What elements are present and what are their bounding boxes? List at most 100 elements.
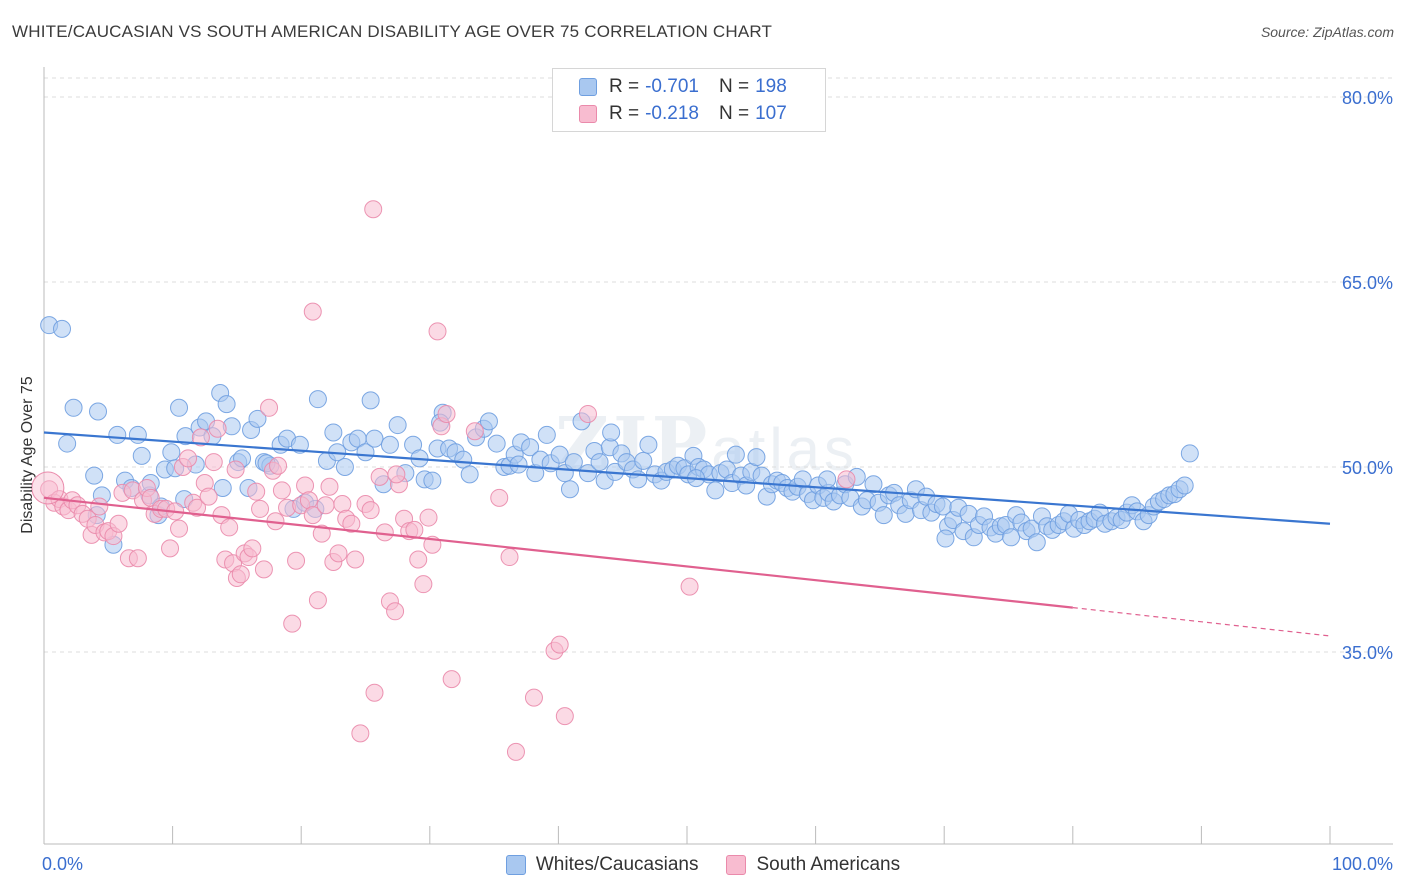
whites-point [590,453,609,472]
south-americans-point [188,498,207,517]
whites-point [460,465,479,484]
south-americans-point [346,550,365,569]
legend-r-value-south-americans: -0.218 [645,103,699,124]
whites-point [388,416,407,435]
south-americans-point [316,496,335,515]
whites-point [324,423,343,442]
south-americans-point [365,683,384,702]
south-americans-point [247,482,266,501]
whites-point [874,506,893,525]
whites-point [89,402,108,421]
south-americans-point [208,419,227,438]
whites-point [479,412,498,431]
south-americans-point [170,519,189,538]
south-americans-point [283,614,302,633]
south-americans-point [524,688,543,707]
whites-point [454,450,473,469]
y-tick-label-50: 50.0% [1342,458,1393,478]
whites-point [132,446,151,465]
legend-item-whites[interactable]: Whites/Caucasians [505,854,698,876]
x-tick-label-start: 0.0% [42,854,83,874]
south-americans-point [254,560,273,579]
whites-point [564,453,583,472]
south-americans-point [272,481,291,500]
south-americans-point [303,302,322,321]
series-legend: Whites/Caucasians South Americans [0,852,1406,878]
south-americans-point [308,591,327,610]
legend-swatch-whites-bottom [505,855,526,875]
correlation-legend: R = -0.701 N = 198 R = -0.218 N = 107 [552,68,826,132]
south-americans-point [342,514,361,533]
south-americans-point [465,422,484,441]
whites-point [85,466,104,485]
south-americans-point [191,428,210,447]
south-americans-point [387,465,406,484]
whites-point [361,391,380,410]
legend-swatch-south-americans-bottom [726,855,747,875]
whites-point [1002,528,1021,547]
whites-point [423,471,442,490]
south-americans-point [299,491,318,510]
whites-point [170,398,189,417]
y-tick-label-80: 80.0% [1342,88,1393,108]
south-americans-point [220,518,239,537]
south-americans-point [296,476,315,495]
south-americans-point [550,635,569,654]
south-americans-point [109,514,128,533]
south-americans-point [287,551,306,570]
south-americans-trend-line [43,496,1073,609]
whites-point [335,458,354,476]
south-americans-point [428,322,447,341]
whites-point [537,425,556,444]
south-americans-point [442,670,461,689]
legend-n-value-whites: 198 [755,76,787,97]
whites-point [509,455,528,474]
south-americans-point [370,467,389,486]
whites-point [290,435,309,454]
south-americans-point [578,404,597,423]
south-americans-point [303,506,322,525]
whites-point [248,409,267,428]
south-americans-point [329,544,348,563]
whites-trend-line [43,431,1331,525]
south-americans-point [500,548,519,567]
whites-point [818,470,837,489]
south-americans-point [437,404,456,423]
legend-row-south-americans: R = -0.218 N = 107 [553,100,787,128]
whites-point [217,395,236,414]
south-americans-point [204,453,223,472]
chart-title: WHITE/CAUCASIAN VS SOUTH AMERICAN DISABI… [12,22,773,41]
whites-point [58,434,77,453]
whites-point [639,435,658,454]
whites-point [1027,533,1046,552]
whites-point [726,445,745,464]
whites-point [308,390,327,409]
south-americans-point [680,577,699,596]
whites-point [706,481,725,500]
whites-point [1180,444,1199,463]
y-tick-label-35: 35.0% [1342,643,1393,663]
source-label: Source: ZipAtlas.com [1260,24,1394,40]
whites-point [747,448,766,467]
legend-swatch-south-americans [579,105,597,123]
south-americans-point [199,487,218,506]
whites-point [64,398,83,417]
south-americans-point [375,523,394,542]
whites-point [213,478,232,497]
whites-point [162,443,181,462]
whites-point [602,423,621,442]
whites-point [487,434,506,453]
whites-point [128,425,147,444]
south-americans-point [361,501,380,520]
south-americans-point [490,488,509,507]
south-americans-point [320,477,339,496]
south-americans-point [269,456,288,475]
whites-point [108,425,127,444]
whites-point [578,464,597,483]
y-axis-label: Disability Age Over 75 [19,376,36,534]
legend-item-south-americans[interactable]: South Americans [726,854,900,876]
x-tick-label-end: 100.0% [1332,854,1393,874]
legend-r-value-whites: -0.701 [645,76,699,97]
south-americans-point [837,470,856,489]
